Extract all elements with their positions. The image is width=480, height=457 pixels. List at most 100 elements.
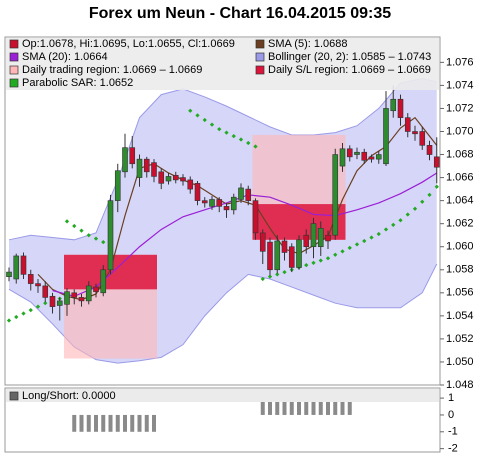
y-tick-label: 1.054 (446, 310, 474, 322)
candle-body (339, 148, 346, 167)
long-short-bar (268, 398, 272, 415)
y-tick-label: 1.068 (446, 148, 474, 160)
candle-body (390, 98, 397, 112)
long-short-bar (304, 398, 309, 415)
candle-body (288, 246, 295, 268)
y-tick-label: 1.052 (446, 333, 474, 345)
legend-label: Daily S/L region: 1.0669 – 1.0669 (268, 64, 431, 76)
legend-swatch (9, 52, 19, 62)
candle-body (93, 286, 99, 292)
candle-body (361, 151, 368, 161)
candle-body (20, 255, 27, 275)
candle-body (158, 171, 165, 184)
sar-dot (238, 137, 244, 142)
long-short-bar (275, 398, 280, 415)
long-short-bar (115, 414, 120, 432)
candle-body (180, 177, 186, 182)
candle-body (354, 151, 360, 155)
long-short-bar (333, 398, 338, 415)
sar-dot (347, 245, 352, 250)
long-short-bar (72, 414, 77, 432)
long-short-bar (123, 414, 127, 432)
legend-label: Daily trading region: 1.0669 – 1.0669 (22, 64, 202, 76)
sar-dot (260, 276, 265, 282)
candle-body (27, 274, 34, 284)
legend-swatch (255, 52, 265, 62)
sar-dot (101, 239, 106, 245)
candle-body (35, 283, 41, 287)
legend-swatch (9, 78, 19, 88)
candle-body (85, 285, 92, 302)
candle-body (136, 158, 143, 178)
sar-dot (354, 242, 360, 247)
candle-body (49, 295, 56, 307)
sar-dot (282, 269, 287, 275)
candle-body (100, 269, 107, 294)
candle-body (194, 183, 201, 201)
candle-body (274, 240, 281, 271)
candle-body (172, 174, 179, 181)
legend-swatch (9, 391, 19, 401)
legend-label: SMA (5): 1.0688 (268, 38, 348, 50)
sar-dot (72, 223, 77, 229)
sar-dot (340, 249, 345, 254)
candle-body (64, 291, 70, 305)
y-tick-label: 1.066 (446, 171, 474, 183)
candle-body (216, 199, 223, 207)
candle-body (71, 292, 78, 298)
chart-title: Forex um Neun - Chart 16.04.2015 09:35 (89, 5, 391, 22)
long-short-bar (347, 398, 352, 415)
long-short-bar (101, 414, 106, 432)
region-box (252, 204, 346, 240)
candle-body (223, 206, 230, 211)
sar-dot (79, 228, 84, 233)
sar-dot (412, 206, 418, 211)
candle-body (325, 234, 331, 242)
y-tick-label: 1.050 (446, 356, 474, 368)
sar-dot (398, 218, 403, 223)
long-short-bar (144, 414, 149, 432)
long-short-bar (130, 414, 135, 432)
y-tick-label: 1.058 (446, 264, 474, 276)
bollinger-upper (8, 77, 437, 241)
candle-body (375, 154, 382, 160)
candle-body (13, 255, 20, 280)
candle-body (419, 131, 426, 146)
sar-dot (64, 219, 70, 224)
candle-body (412, 131, 418, 135)
candle-body (6, 271, 12, 277)
candle-body (107, 200, 114, 271)
sar-dot (195, 113, 200, 118)
legend-label: Bollinger (20, 2): 1.0585 – 1.0743 (268, 51, 431, 63)
sar-dot (362, 238, 367, 244)
candle-body (383, 108, 389, 165)
long-short-bar (79, 414, 84, 432)
sar-dot (304, 263, 309, 268)
y-tick-label: 1.056 (446, 287, 474, 299)
candle-body (426, 145, 433, 155)
sar-dot (420, 199, 425, 204)
candle-body (209, 199, 215, 207)
legend-swatch (9, 39, 19, 49)
candle-body (259, 232, 266, 252)
candle-body (310, 223, 317, 248)
sar-dot (405, 212, 410, 217)
sar-dot (383, 227, 389, 232)
sar-dot (275, 272, 280, 277)
candle-body (122, 147, 128, 173)
legend-swatch (255, 65, 265, 75)
long-short-bar (94, 414, 98, 432)
y-tick-label: 1 (448, 392, 454, 404)
y-tick-label: -2 (448, 443, 458, 455)
sar-dot (202, 117, 207, 123)
legend-label: Parabolic SAR: 1.0652 (22, 77, 133, 89)
candle-body (78, 297, 85, 302)
candle-body (245, 188, 252, 201)
long-short-bar (137, 414, 142, 432)
legend-label: SMA (20): 1.0664 (22, 51, 108, 63)
long-short-bar (289, 398, 294, 415)
candle-body (129, 147, 136, 165)
candle-body (303, 234, 310, 248)
candle-body (252, 200, 259, 234)
